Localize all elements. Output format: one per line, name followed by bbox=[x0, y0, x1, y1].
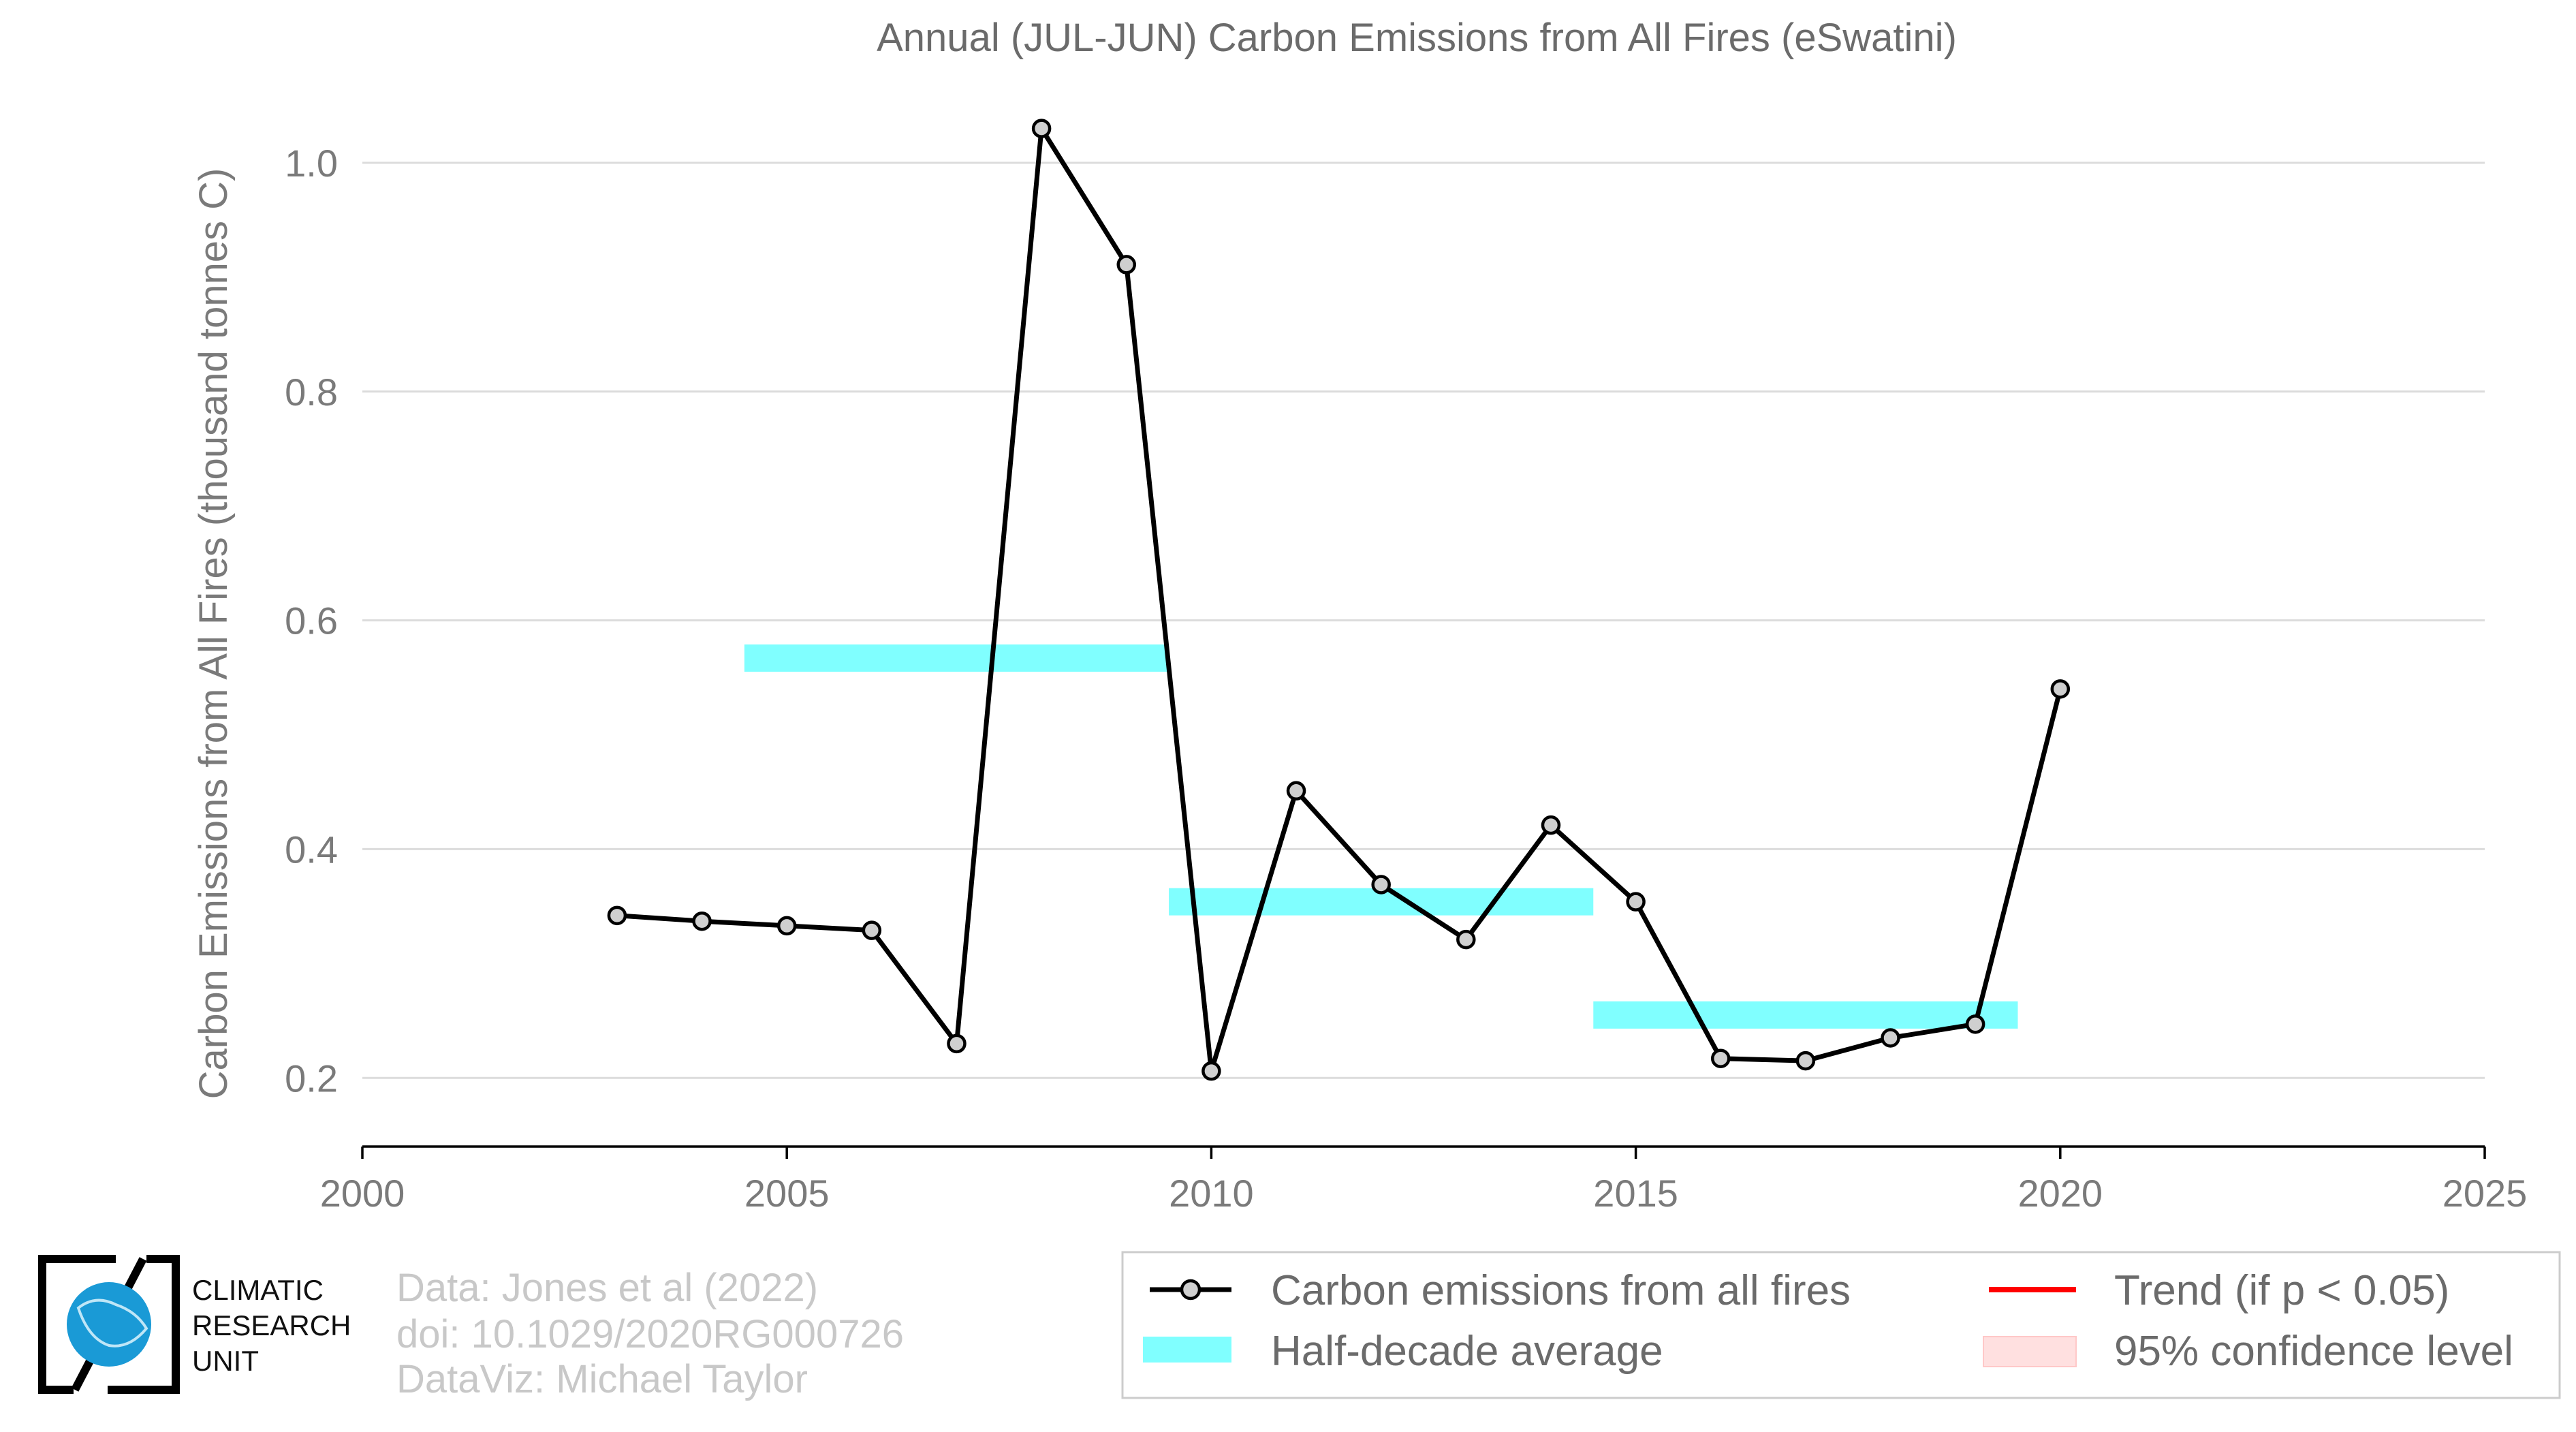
globe-icon bbox=[67, 1282, 151, 1367]
data-point bbox=[776, 916, 797, 936]
legend-box bbox=[1121, 1251, 2561, 1399]
data-point bbox=[1795, 1050, 1816, 1071]
legend-avg-patch bbox=[1143, 1337, 1231, 1363]
y-tick-label: 0.4 bbox=[285, 828, 338, 871]
logo-line-3: UNIT bbox=[192, 1345, 259, 1377]
legend-label-series: Carbon emissions from all fires bbox=[1271, 1267, 1851, 1314]
data-point bbox=[2050, 679, 2071, 699]
data-point bbox=[1626, 892, 1646, 912]
legend: Carbon emissions from all fires Half-dec… bbox=[1121, 1251, 2561, 1399]
data-point bbox=[1881, 1028, 1900, 1048]
x-tick-label: 2025 bbox=[2443, 1172, 2528, 1215]
data-point bbox=[1541, 815, 1561, 835]
legend-label-avg: Half-decade average bbox=[1271, 1328, 1663, 1375]
credit-data: Data: Jones et al (2022) bbox=[396, 1266, 818, 1310]
y-tick-label: 0.2 bbox=[285, 1057, 338, 1100]
legend-series-marker bbox=[1180, 1279, 1201, 1301]
x-tick-label: 2020 bbox=[2018, 1172, 2103, 1215]
data-point bbox=[1286, 781, 1306, 801]
logo-bracket-right bbox=[108, 1255, 180, 1394]
data-point bbox=[692, 911, 712, 931]
y-axis-ticks: 0.2 0.4 0.6 0.8 1.0 bbox=[285, 142, 338, 1100]
y-tick-label: 0.6 bbox=[285, 600, 338, 642]
legend-ci-patch bbox=[1983, 1336, 2077, 1367]
data-point bbox=[1710, 1048, 1731, 1068]
gridlines bbox=[362, 161, 2485, 1079]
x-tick-label: 2015 bbox=[1593, 1172, 1678, 1215]
globe-continent-icon bbox=[76, 1298, 148, 1348]
data-point bbox=[1116, 255, 1137, 275]
data-point bbox=[862, 920, 882, 940]
data-point bbox=[1201, 1061, 1221, 1081]
cru-logo: CLIMATIC RESEARCH UNIT bbox=[38, 1255, 351, 1394]
chart-title: Annual (JUL-JUN) Carbon Emissions from A… bbox=[877, 16, 1957, 60]
y-tick-label: 0.8 bbox=[285, 371, 338, 414]
data-point bbox=[947, 1033, 967, 1054]
half-decade-bars bbox=[744, 644, 2018, 1029]
data-point bbox=[1371, 875, 1391, 894]
legend-label-ci: 95% confidence level bbox=[2114, 1328, 2513, 1375]
credit-doi: doi: 10.1029/2020RG000726 bbox=[396, 1312, 904, 1356]
data-point bbox=[1031, 119, 1052, 138]
x-tick-label: 2005 bbox=[744, 1172, 830, 1215]
y-tick-label: 1.0 bbox=[285, 142, 338, 185]
x-axis-ticks: 2000 2005 2010 2015 2020 2025 bbox=[320, 1147, 2528, 1215]
logo-bracket bbox=[38, 1255, 116, 1394]
data-point bbox=[607, 905, 627, 926]
logo-line-2: RESEARCH bbox=[192, 1309, 351, 1341]
credit-dataviz: DataViz: Michael Taylor bbox=[396, 1357, 808, 1401]
x-tick-label: 2000 bbox=[320, 1172, 405, 1215]
x-tick-label: 2010 bbox=[1169, 1172, 1254, 1215]
data-point bbox=[1965, 1014, 1985, 1034]
y-axis-label: Carbon Emissions from All Fires (thousan… bbox=[191, 168, 236, 1100]
data-point bbox=[1456, 929, 1476, 950]
legend-label-trend: Trend (if p < 0.05) bbox=[2114, 1267, 2449, 1314]
series-points bbox=[607, 119, 2071, 1081]
logo-line-1: CLIMATIC bbox=[192, 1274, 324, 1306]
half-decade-bar bbox=[744, 644, 1169, 672]
half-decade-bar bbox=[1593, 1001, 2018, 1029]
series-line bbox=[616, 126, 2063, 1074]
